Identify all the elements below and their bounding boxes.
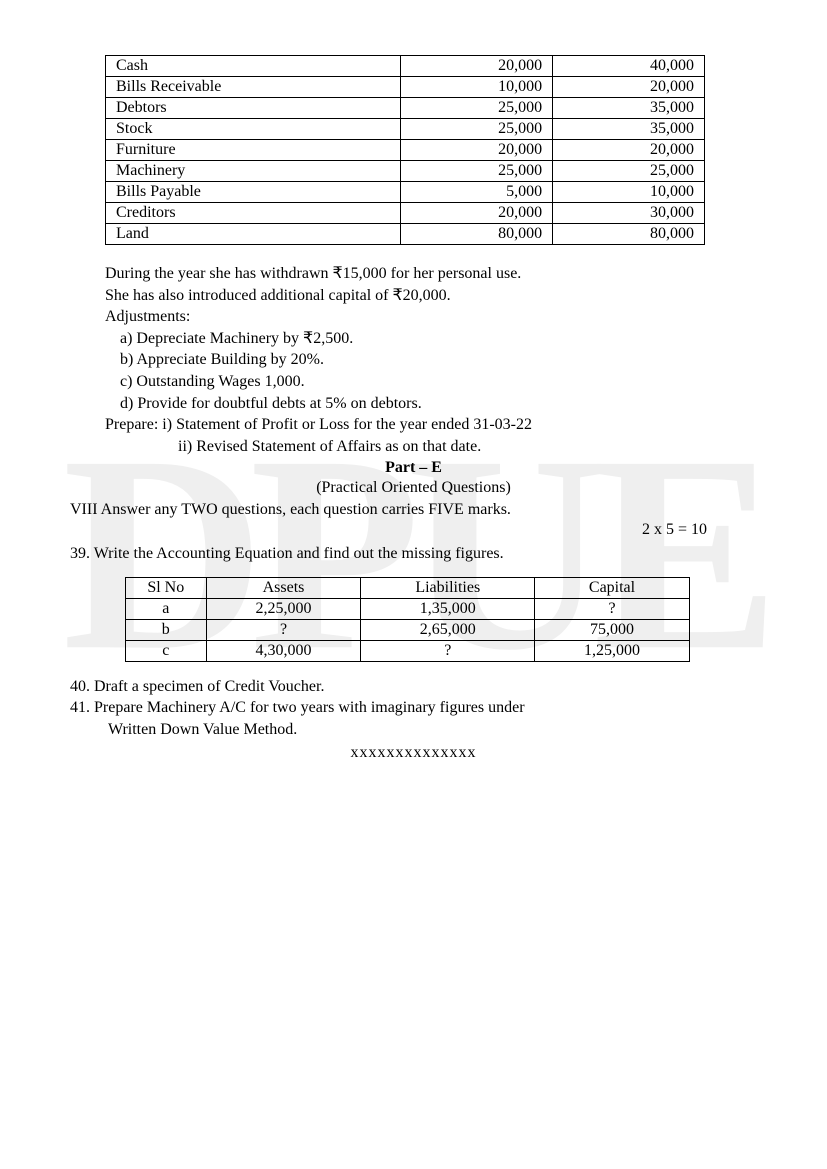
cell-label: Bills Payable [106, 182, 401, 203]
cell-value: 25,000 [401, 119, 553, 140]
cell-assets: ? [206, 619, 361, 640]
cell-value: 35,000 [553, 98, 705, 119]
cell-liab: 1,35,000 [361, 598, 535, 619]
balance-table: Cash20,00040,000 Bills Receivable10,0002… [105, 55, 705, 245]
cell-assets: 2,25,000 [206, 598, 361, 619]
end-marker: xxxxxxxxxxxxxx [70, 744, 757, 762]
cell-value: 80,000 [401, 224, 553, 245]
header-assets: Assets [206, 577, 361, 598]
cell-value: 5,000 [401, 182, 553, 203]
cell-value: 25,000 [553, 161, 705, 182]
table-row: Creditors20,00030,000 [106, 203, 705, 224]
cell-value: 20,000 [401, 56, 553, 77]
cell-value: 80,000 [553, 224, 705, 245]
marks-scheme: 2 x 5 = 10 [70, 521, 707, 539]
adjustment-d: d) Provide for doubtful debts at 5% on d… [120, 393, 757, 415]
paragraph-withdrawn: During the year she has withdrawn ₹15,00… [105, 263, 757, 285]
instruction-viii: VIII Answer any TWO questions, each ques… [70, 499, 757, 521]
cell-value: 10,000 [553, 182, 705, 203]
cell-sl: a [126, 598, 207, 619]
question-39: 39. Write the Accounting Equation and fi… [70, 543, 757, 565]
header-slno: Sl No [126, 577, 207, 598]
cell-value: 20,000 [401, 203, 553, 224]
table-row: Stock25,00035,000 [106, 119, 705, 140]
table-row: Furniture20,00020,000 [106, 140, 705, 161]
adjustments-title: Adjustments: [105, 306, 757, 328]
header-capital: Capital [535, 577, 690, 598]
cell-sl: c [126, 640, 207, 661]
table-row: b ? 2,65,000 75,000 [126, 619, 690, 640]
cell-label: Stock [106, 119, 401, 140]
question-40: 40. Draft a specimen of Credit Voucher. [70, 676, 757, 698]
cell-value: 20,000 [553, 77, 705, 98]
table-row: c 4,30,000 ? 1,25,000 [126, 640, 690, 661]
practical-subtitle: (Practical Oriented Questions) [70, 479, 757, 497]
table-row: Machinery25,00025,000 [106, 161, 705, 182]
question-41-line1: 41. Prepare Machinery A/C for two years … [70, 697, 757, 719]
cell-assets: 4,30,000 [206, 640, 361, 661]
adjustment-a: a) Depreciate Machinery by ₹2,500. [120, 328, 757, 350]
cell-liab: ? [361, 640, 535, 661]
cell-label: Land [106, 224, 401, 245]
cell-value: 10,000 [401, 77, 553, 98]
cell-sl: b [126, 619, 207, 640]
cell-label: Cash [106, 56, 401, 77]
table-header-row: Sl No Assets Liabilities Capital [126, 577, 690, 598]
prepare-ii: ii) Revised Statement of Affairs as on t… [178, 436, 757, 458]
cell-cap: ? [535, 598, 690, 619]
cell-liab: 2,65,000 [361, 619, 535, 640]
adjustment-c: c) Outstanding Wages 1,000. [120, 371, 757, 393]
prepare-i: Prepare: i) Statement of Profit or Loss … [105, 414, 757, 436]
cell-value: 20,000 [553, 140, 705, 161]
header-liabilities: Liabilities [361, 577, 535, 598]
cell-cap: 1,25,000 [535, 640, 690, 661]
cell-value: 25,000 [401, 161, 553, 182]
table-row: Debtors25,00035,000 [106, 98, 705, 119]
table-row: Land80,00080,000 [106, 224, 705, 245]
cell-value: 30,000 [553, 203, 705, 224]
cell-label: Bills Receivable [106, 77, 401, 98]
adjustment-b: b) Appreciate Building by 20%. [120, 349, 757, 371]
table-row: Bills Payable5,00010,000 [106, 182, 705, 203]
cell-label: Debtors [106, 98, 401, 119]
cell-cap: 75,000 [535, 619, 690, 640]
table-row: a 2,25,000 1,35,000 ? [126, 598, 690, 619]
table-row: Bills Receivable10,00020,000 [106, 77, 705, 98]
cell-value: 20,000 [401, 140, 553, 161]
cell-label: Machinery [106, 161, 401, 182]
equation-table: Sl No Assets Liabilities Capital a 2,25,… [125, 577, 690, 662]
question-41-line2: Written Down Value Method. [108, 719, 757, 741]
cell-value: 25,000 [401, 98, 553, 119]
cell-value: 40,000 [553, 56, 705, 77]
cell-label: Creditors [106, 203, 401, 224]
page-content: Cash20,00040,000 Bills Receivable10,0002… [70, 55, 757, 762]
table-row: Cash20,00040,000 [106, 56, 705, 77]
cell-label: Furniture [106, 140, 401, 161]
paragraph-capital: She has also introduced additional capit… [105, 285, 757, 307]
part-e-heading: Part – E [70, 459, 757, 477]
cell-value: 35,000 [553, 119, 705, 140]
